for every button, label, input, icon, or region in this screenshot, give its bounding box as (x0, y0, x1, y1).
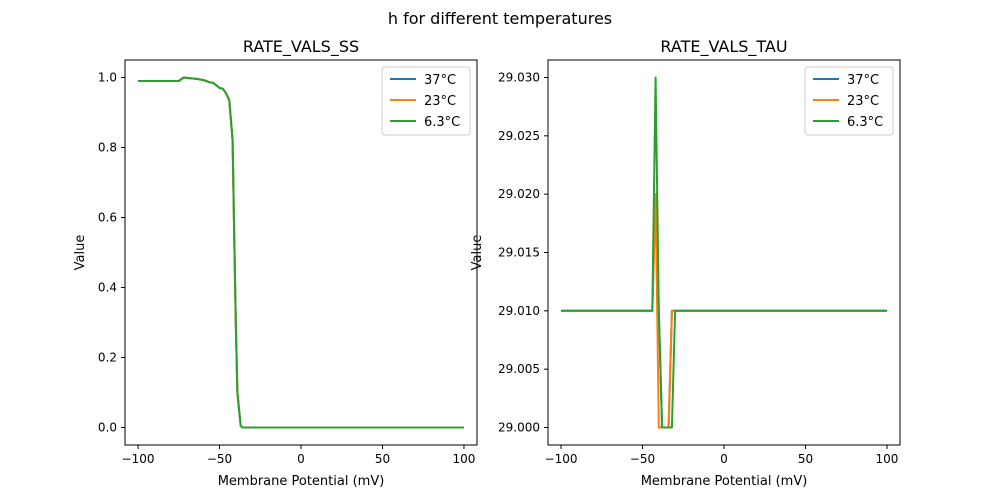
x-tick-label: −50 (207, 452, 232, 466)
legend-label: 6.3°C (424, 115, 460, 130)
x-axis-label: Membrane Potential (mV) (641, 474, 808, 489)
chart-title: RATE_VALS_SS (243, 37, 359, 57)
series-line-2 (561, 76, 887, 429)
x-tick-label: −100 (545, 452, 578, 466)
y-tick-label: 29.025 (498, 129, 540, 143)
legend-box (381, 66, 471, 136)
series-line-2 (138, 76, 464, 429)
chart-title: RATE_VALS_TAU (660, 37, 787, 57)
x-tick-label: 50 (798, 452, 813, 466)
legend-label: 6.3°C (847, 115, 883, 130)
y-axis-label: Value (73, 235, 88, 271)
y-tick-label: 29.005 (498, 362, 540, 376)
figure-title: h for different temperatures (388, 9, 612, 28)
x-tick-label: 100 (876, 452, 899, 466)
legend-label: 23°C (847, 94, 879, 109)
x-tick-label: 100 (453, 452, 476, 466)
legend-label: 37°C (847, 73, 879, 88)
x-tick-label: −100 (122, 452, 155, 466)
y-tick-label: 0.4 (98, 281, 117, 295)
legend-label: 37°C (424, 73, 456, 88)
y-tick-label: 29.020 (498, 187, 540, 201)
y-tick-label: 0.6 (98, 211, 117, 225)
x-tick-label: 0 (720, 452, 728, 466)
y-tick-label: 0.2 (98, 351, 117, 365)
legend-label: 23°C (424, 94, 456, 109)
y-tick-label: 29.010 (498, 304, 540, 318)
chart-panel-tau: RATE_VALS_TAU −100 −50 0 50 100 29.000 29.005 29… (470, 37, 901, 489)
legend-box (804, 66, 894, 136)
x-tick-label: −50 (630, 452, 655, 466)
x-tick-label: 50 (375, 452, 390, 466)
y-axis-label: Value (470, 235, 485, 271)
y-tick-label: 29.015 (498, 246, 540, 260)
x-tick-label: 0 (297, 452, 305, 466)
y-tick-label: 0.8 (98, 141, 117, 155)
chart-panel-ss: RATE_VALS_SS −100 −50 0 50 100 0.0 0.2 0.4 0.6 0.8… (73, 37, 478, 489)
x-axis-label: Membrane Potential (mV) (218, 474, 385, 489)
y-tick-label: 0.0 (98, 421, 117, 435)
y-tick-label: 29.030 (498, 71, 540, 85)
y-tick-label: 1.0 (98, 71, 117, 85)
y-tick-label: 29.000 (498, 421, 540, 435)
